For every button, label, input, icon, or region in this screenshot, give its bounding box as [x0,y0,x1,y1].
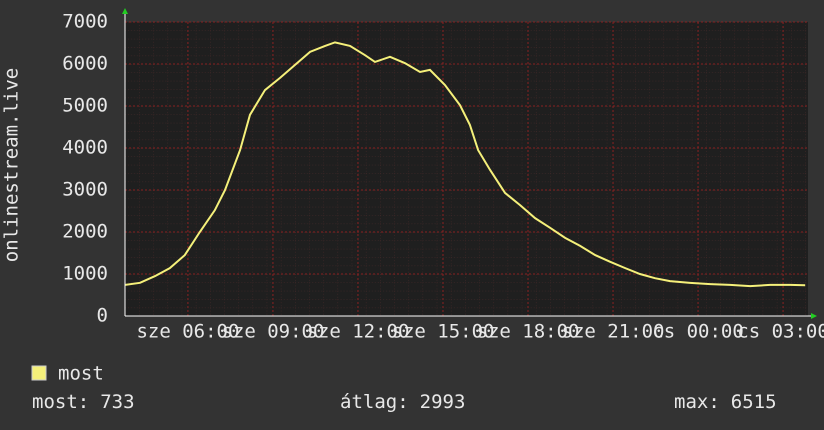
minor-grid [125,22,808,316]
stat-label: max: [674,391,720,413]
stat-value: 733 [100,391,134,413]
x-tick-label: sze 15:00 [392,321,495,343]
x-tick-label: sze 12:00 [306,321,409,343]
x-tick-label: sze 18:00 [477,321,580,343]
stat-label: átlag: [340,391,409,413]
x-tick-label: sze 09:00 [221,321,324,343]
y-tick-label: 5000 [62,95,108,117]
stat: max: 6515 [674,391,777,413]
stat: most: 733 [32,391,135,413]
stat-label: most: [32,391,89,413]
x-tick-label: cs 03:00 [737,321,824,343]
y-tick-label: 1000 [62,263,108,285]
x-tick-label: sze 06:00 [136,321,239,343]
y-tick-label: 4000 [62,137,108,159]
stat: átlag: 2993 [340,391,465,413]
legend-label: most [58,363,104,385]
marks [124,21,808,317]
y-arrow [122,8,128,14]
stat-value: 6515 [731,391,777,413]
y-tick-label: 3000 [62,179,108,201]
legend-swatch [31,365,47,381]
data-line [124,41,806,288]
y-tick-label: 0 [97,305,108,327]
y-tick-label: 6000 [62,53,108,75]
y-axis-label: onlinestream.live [1,68,23,262]
x-arrow [811,313,817,319]
y-tick-label: 7000 [62,11,108,33]
x-tick-label: cs 00:00 [652,321,744,343]
x-tick-label: sze 21:00 [562,321,665,343]
y-tick-label: 2000 [62,221,108,243]
stat-value: 2993 [420,391,466,413]
